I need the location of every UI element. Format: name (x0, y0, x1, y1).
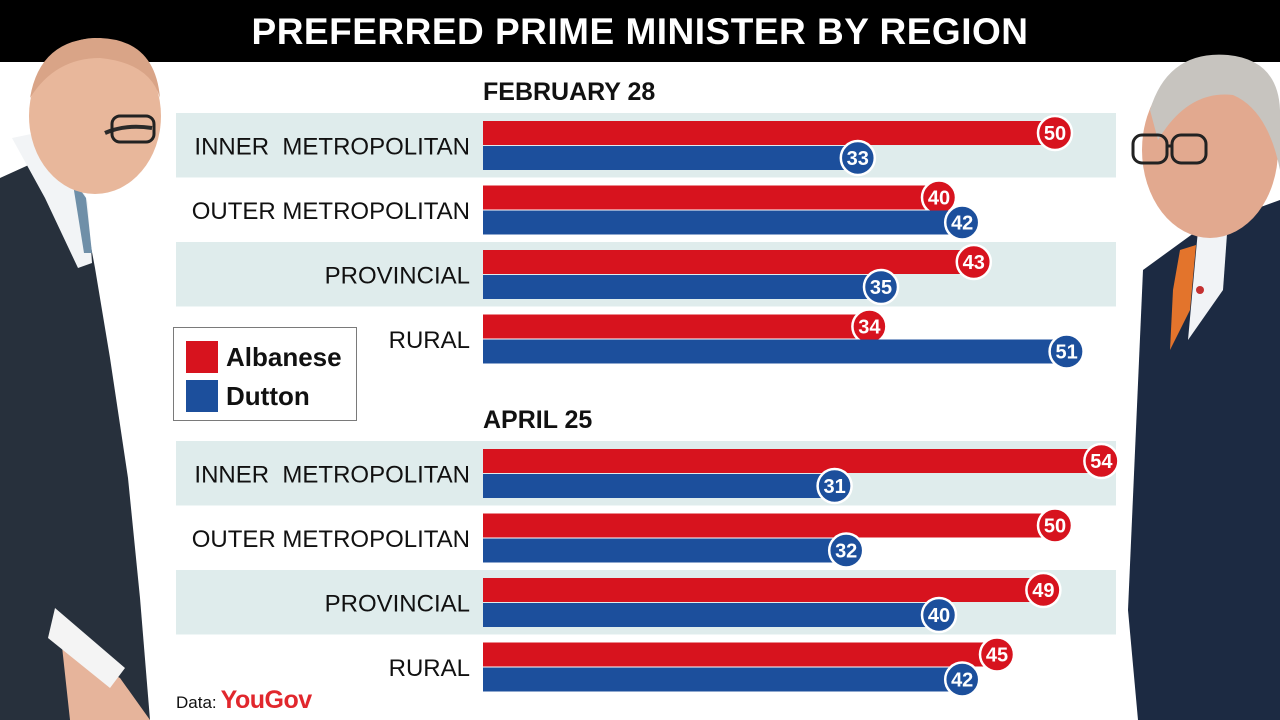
bar-dutton (483, 275, 889, 299)
legend-item-albanese: Albanese (186, 341, 342, 373)
source-brand-logo: YouGov (220, 686, 312, 714)
bar-albanese (483, 121, 1063, 145)
category-label: RURAL (389, 327, 470, 354)
data-label: 34 (858, 317, 881, 339)
title-bar: PREFERRED PRIME MINISTER BY REGION (0, 0, 1280, 62)
category-label: RURAL (389, 655, 470, 682)
legend-item-dutton: Dutton (186, 380, 310, 412)
bar-albanese (483, 642, 1005, 667)
value-badge-albanese (955, 243, 993, 281)
bar-albanese (483, 513, 1063, 538)
value-badge-dutton (943, 204, 981, 241)
value-badge-albanese (978, 636, 1016, 673)
bar-albanese (483, 250, 982, 274)
data-label: 45 (986, 645, 1008, 667)
category-label: INNER METROPOLITAN (194, 133, 470, 160)
bar-dutton (483, 339, 1075, 364)
bar-albanese (483, 449, 1110, 473)
category-label: PROVINCIAL (325, 590, 470, 617)
value-badge-dutton (862, 268, 900, 306)
bar-dutton (483, 210, 971, 235)
category-label: INNER METROPOLITAN (194, 461, 470, 488)
value-badge-albanese (1036, 114, 1074, 152)
source-prefix: Data: (176, 693, 217, 712)
value-badge-dutton (943, 661, 981, 698)
data-label: 42 (951, 670, 973, 692)
data-label: 50 (1044, 516, 1066, 538)
source-credit: Data: YouGov (176, 686, 312, 718)
bar-albanese (483, 578, 1052, 602)
legend-swatch-dutton (186, 380, 218, 412)
category-label: PROVINCIAL (325, 262, 470, 289)
bar-dutton (483, 474, 843, 498)
value-badge-dutton (920, 596, 958, 634)
data-label: 33 (847, 148, 869, 170)
bar-albanese (483, 314, 878, 339)
legend-swatch-albanese (186, 341, 218, 373)
value-badge-albanese (1025, 571, 1062, 609)
data-label: 43 (963, 252, 985, 274)
legend: Albanese Dutton (173, 327, 357, 421)
bar-dutton (483, 146, 866, 170)
value-badge-dutton (827, 532, 865, 569)
panel-title: APRIL 25 (483, 406, 592, 434)
legend-label-albanese: Albanese (226, 341, 342, 372)
bar-dutton (483, 538, 855, 563)
left-person-photo (0, 38, 161, 720)
panel-title: FEBRUARY 28 (483, 78, 655, 106)
chart-title: PREFERRED PRIME MINISTER BY REGION (251, 11, 1029, 52)
bar-dutton (483, 603, 947, 627)
right-person-photo (1128, 54, 1280, 720)
data-label: 40 (928, 188, 950, 210)
value-badge-dutton (816, 467, 853, 505)
category-label: OUTER METROPOLITAN (192, 526, 470, 553)
data-label: 32 (835, 541, 857, 563)
data-label: 31 (823, 476, 845, 498)
data-label: 42 (951, 213, 973, 235)
data-label: 50 (1044, 123, 1066, 145)
value-badge-dutton (1048, 333, 1085, 370)
data-label: 51 (1055, 342, 1077, 364)
category-label: OUTER METROPOLITAN (192, 198, 470, 225)
data-label: 54 (1090, 451, 1113, 473)
bar-dutton (483, 667, 971, 692)
value-badge-dutton (839, 139, 877, 177)
data-label: 49 (1032, 580, 1054, 602)
data-label: 40 (928, 605, 950, 627)
legend-label-dutton: Dutton (226, 380, 310, 411)
data-label: 35 (870, 277, 892, 299)
value-badge-albanese (1083, 442, 1120, 480)
bar-albanese (483, 185, 947, 210)
value-badge-albanese (1036, 507, 1074, 544)
